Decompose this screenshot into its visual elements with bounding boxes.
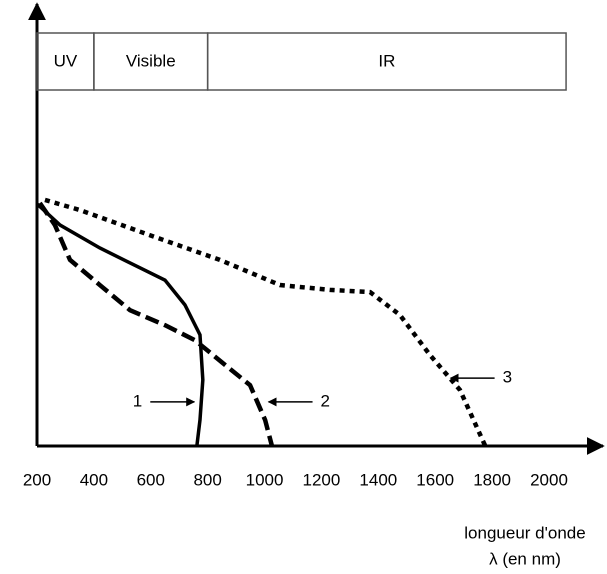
band-label: UV xyxy=(54,51,78,70)
annotation-label: 2 xyxy=(321,391,330,410)
band-label: Visible xyxy=(126,51,176,70)
x-tick-label: 1400 xyxy=(359,470,397,489)
x-axis-label: longueur d'onde xyxy=(464,523,585,542)
annotation-label: 3 xyxy=(503,368,512,387)
annotation-label: 1 xyxy=(133,391,142,410)
x-tick-label: 800 xyxy=(193,470,221,489)
x-tick-label: 400 xyxy=(80,470,108,489)
line-series xyxy=(37,201,275,447)
line-series xyxy=(44,197,488,447)
band xyxy=(206,32,567,91)
x-tick-label: 600 xyxy=(137,470,165,489)
x-axis-label: λ (en nm) xyxy=(489,549,561,568)
x-tick-label: 1600 xyxy=(416,470,454,489)
x-tick-label: 2000 xyxy=(530,470,568,489)
x-tick-label: 1200 xyxy=(303,470,341,489)
line-series xyxy=(35,202,205,447)
band-label: IR xyxy=(378,51,395,70)
x-tick-label: 200 xyxy=(23,470,51,489)
x-tick-label: 1800 xyxy=(473,470,511,489)
x-tick-label: 1000 xyxy=(246,470,284,489)
